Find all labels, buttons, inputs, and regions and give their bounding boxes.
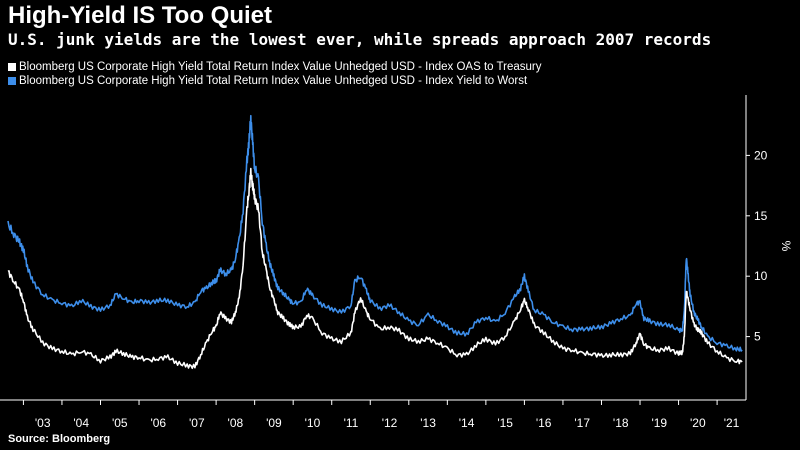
x-tick-label: '14 xyxy=(459,416,475,430)
y-tick-label: 10 xyxy=(754,269,768,283)
chart-title: High-Yield IS Too Quiet xyxy=(8,2,272,29)
legend-label-ytw: Bloomberg US Corporate High Yield Total … xyxy=(19,75,528,87)
x-tick-label: '18 xyxy=(613,416,629,430)
legend-item-ytw[interactable]: Bloomberg US Corporate High Yield Total … xyxy=(8,74,541,88)
x-tick-label: '09 xyxy=(266,416,282,430)
y-tick-label: 15 xyxy=(754,209,768,223)
x-tick-label: '04 xyxy=(73,416,89,430)
x-tick-label: '05 xyxy=(112,416,128,430)
x-tick-label: '10 xyxy=(305,416,321,430)
chart-subtitle: U.S. junk yields are the lowest ever, wh… xyxy=(8,30,712,49)
legend-label-oas: Bloomberg US Corporate High Yield Total … xyxy=(19,61,542,73)
legend-item-oas[interactable]: Bloomberg US Corporate High Yield Total … xyxy=(8,60,541,74)
x-tick-label: '03 xyxy=(35,416,51,430)
y-tick-label: 20 xyxy=(754,148,768,162)
series-line-oas xyxy=(7,167,743,370)
legend-swatch-ytw xyxy=(8,77,16,85)
x-tick-label: '20 xyxy=(690,416,706,430)
x-tick-label: '13 xyxy=(420,416,436,430)
x-tick-label: '21 xyxy=(724,416,740,430)
x-tick-label: '17 xyxy=(574,416,590,430)
x-tick-label: '12 xyxy=(382,416,398,430)
x-tick-label: '15 xyxy=(497,416,513,430)
x-tick-label: '08 xyxy=(228,416,244,430)
y-axis-label: % xyxy=(779,241,793,252)
legend-swatch-oas xyxy=(8,63,16,71)
y-tick-label: 5 xyxy=(754,330,761,344)
x-tick-label: '16 xyxy=(536,416,552,430)
chart-axes: 5 10 15 20% '03 '04 '05 '06 '07 '08 '09 '10 '11 '12 '1… xyxy=(0,95,793,430)
chart-legend: Bloomberg US Corporate High Yield Total … xyxy=(8,60,541,88)
series-line-ytw xyxy=(7,114,743,352)
x-tick-label: '19 xyxy=(651,416,667,430)
source-note: Source: Bloomberg xyxy=(8,433,111,445)
chart-series xyxy=(7,114,743,370)
x-tick-label: '07 xyxy=(189,416,205,430)
x-tick-label: '06 xyxy=(150,416,166,430)
x-tick-label: '11 xyxy=(344,416,359,430)
